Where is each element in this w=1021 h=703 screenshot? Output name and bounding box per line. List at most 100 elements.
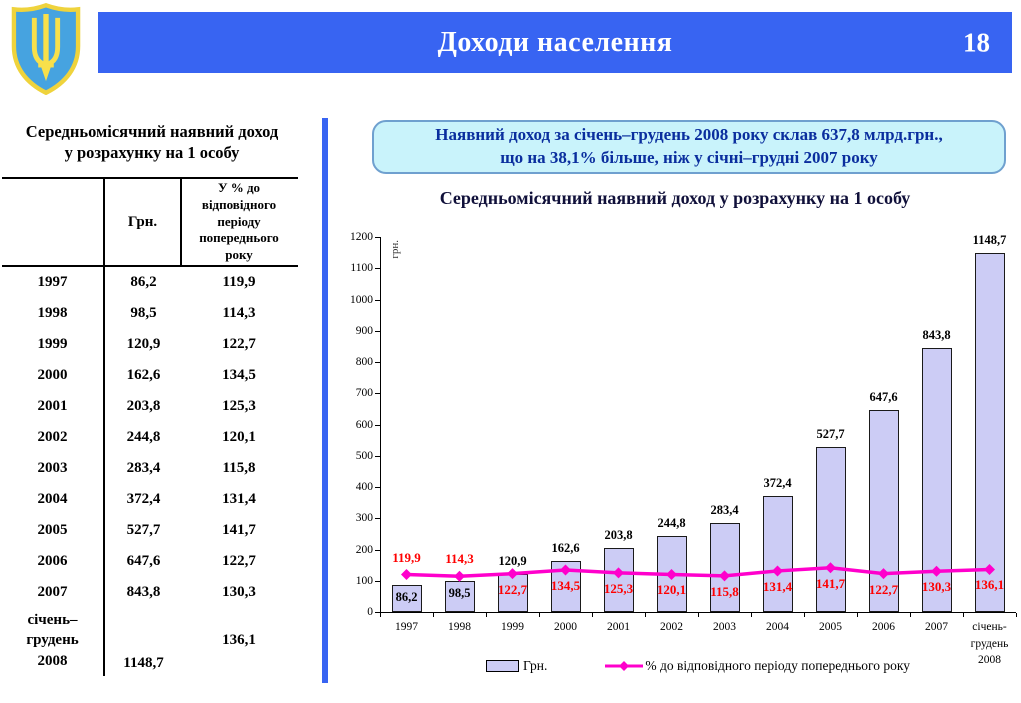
percent-cell: 130,3 [182, 584, 296, 601]
percent-cell: 131,4 [182, 491, 296, 508]
x-tick-label: 2004 [766, 619, 789, 636]
line-point-label: 115,8 [710, 584, 739, 600]
hryvnia-cell: 244,8 [103, 422, 182, 453]
x-tick-mark [910, 613, 911, 617]
x-tick-mark [645, 613, 646, 617]
percent-cell: 125,3 [182, 398, 296, 415]
year-cell: 1997 [2, 272, 103, 292]
info-box-line1: Наявний доход за січень–грудень 2008 рок… [435, 124, 942, 147]
year-cell: 2000 [2, 365, 103, 385]
bar [975, 253, 1005, 612]
hryvnia-cell: 162,6 [103, 360, 182, 391]
x-tick-label: 2005 [819, 619, 842, 636]
line-point-label: 141,7 [816, 576, 845, 592]
bar-value-label: 120,9 [498, 554, 526, 569]
chart-legend: Грн. % до відповідного періоду попереднь… [380, 658, 1016, 674]
x-tick-mark [380, 613, 381, 617]
line-point-label: 130,3 [922, 579, 951, 595]
y-tick-label: 1000 [350, 294, 380, 306]
x-tick-mark [539, 613, 540, 617]
x-tick-mark [592, 613, 593, 617]
x-tick-mark [857, 613, 858, 617]
year-cell: 2002 [2, 427, 103, 447]
x-tick-label: 1997 [395, 619, 418, 636]
year-cell: 2007 [2, 582, 103, 602]
line-point-label: 120,1 [657, 582, 686, 598]
line-marker [401, 569, 412, 580]
table-row: 199898,5114,3 [2, 298, 298, 329]
bar-value-label: 1148,7 [973, 233, 1007, 248]
table-title: Середньомісячний наявний доход у розраху… [2, 122, 302, 163]
table-row: січень– грудень 20081148,7136,1 [2, 608, 298, 676]
table-header-percent: У % до відповідного періоду попереднього… [182, 179, 296, 265]
bar-value-label: 203,8 [604, 528, 632, 543]
page-title: Доходи населення [438, 27, 673, 59]
percent-cell: 120,1 [182, 429, 296, 446]
hryvnia-cell: 843,8 [103, 577, 182, 608]
percent-cell: 122,7 [182, 553, 296, 570]
year-cell: 2004 [2, 489, 103, 509]
x-tick-label: 2000 [554, 619, 577, 636]
chart-title: Середньомісячний наявний доход у розраху… [345, 188, 1005, 209]
hryvnia-cell: 372,4 [103, 484, 182, 515]
hryvnia-cell: 527,7 [103, 515, 182, 546]
vertical-divider [322, 118, 328, 683]
x-tick-mark [433, 613, 434, 617]
bar-value-label: 843,8 [922, 328, 950, 343]
y-tick-label: 700 [356, 387, 380, 399]
y-tick-label: 900 [356, 325, 380, 337]
year-cell: 2001 [2, 396, 103, 416]
table-row: 2000162,6134,5 [2, 360, 298, 391]
year-cell: 1999 [2, 334, 103, 354]
bar-value-label: 283,4 [710, 503, 738, 518]
x-tick-label: січень- грудень 2008 [971, 619, 1009, 669]
table-header-year [2, 179, 103, 265]
x-tick-mark [1016, 613, 1017, 617]
line-point-label: 134,5 [551, 578, 580, 594]
year-cell: січень– грудень 2008 [2, 608, 103, 671]
table-row: 2001203,8125,3 [2, 391, 298, 422]
table-row: 2002244,8120,1 [2, 422, 298, 453]
table-row: 2005527,7141,7 [2, 515, 298, 546]
legend-bar-label: Грн. [523, 658, 547, 674]
x-tick-mark [963, 613, 964, 617]
y-tick-label: 0 [367, 606, 380, 618]
table-header-hryvnia: Грн. [103, 179, 182, 265]
x-tick-label: 2003 [713, 619, 736, 636]
table-row: 199786,2119,9 [2, 267, 298, 298]
percent-cell: 114,3 [182, 305, 296, 322]
legend-bar-swatch [486, 660, 519, 672]
year-cell: 2005 [2, 520, 103, 540]
table-row: 2007843,8130,3 [2, 577, 298, 608]
x-tick-label: 2007 [925, 619, 948, 636]
y-tick-label: 100 [356, 575, 380, 587]
bar-value-label: 162,6 [551, 541, 579, 556]
percent-cell: 122,7 [182, 336, 296, 353]
bar-value-label: 86,2 [396, 590, 418, 605]
header-bar: Доходи населення 18 [98, 12, 1012, 73]
year-cell: 2003 [2, 458, 103, 478]
hryvnia-cell: 86,2 [103, 267, 182, 298]
x-tick-mark [804, 613, 805, 617]
year-cell: 2006 [2, 551, 103, 571]
info-box-line2: що на 38,1% більше, ніж у січні–грудні 2… [500, 147, 878, 170]
x-tick-label: 1998 [448, 619, 471, 636]
percent-cell: 141,7 [182, 522, 296, 539]
hryvnia-cell: 203,8 [103, 391, 182, 422]
bar-line-chart: Грн. % до відповідного періоду попереднь… [340, 225, 1021, 703]
y-tick-label: 300 [356, 512, 380, 524]
x-tick-mark [751, 613, 752, 617]
slide: Доходи населення 18 Середньомісячний ная… [0, 0, 1021, 703]
y-tick-label: 1200 [350, 231, 380, 243]
line-point-label: 119,9 [392, 550, 421, 566]
x-tick-label: 2002 [660, 619, 683, 636]
income-table: Грн. У % до відповідного періоду поперед… [2, 177, 298, 676]
table-header-row: Грн. У % до відповідного періоду поперед… [2, 177, 298, 267]
hryvnia-cell: 120,9 [103, 329, 182, 360]
percent-cell: 119,9 [182, 274, 296, 291]
table-row: 2006647,6122,7 [2, 546, 298, 577]
line-point-label: 131,4 [763, 579, 792, 595]
y-axis [380, 237, 381, 612]
y-tick-label: 800 [356, 356, 380, 368]
percent-cell: 134,5 [182, 367, 296, 384]
